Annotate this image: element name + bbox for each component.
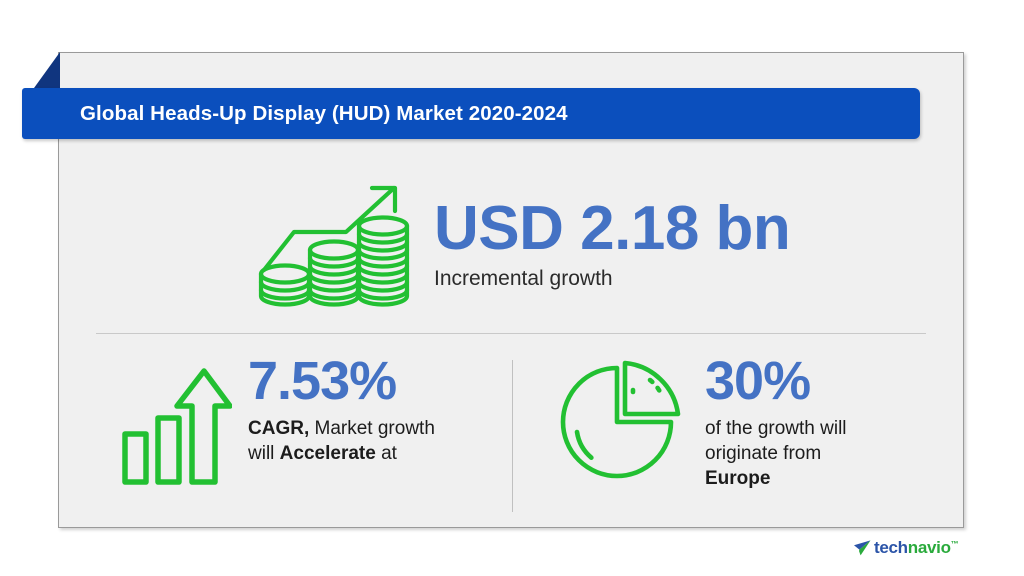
- pie-chart-icon: [560, 360, 681, 479]
- technavio-arrow-icon: [854, 540, 871, 556]
- banner-corner-fold: [34, 52, 60, 88]
- title-banner: Global Heads-Up Display (HUD) Market 202…: [22, 88, 920, 139]
- region-name: Europe: [705, 468, 771, 490]
- horizontal-divider: [96, 333, 926, 334]
- page-title: Global Heads-Up Display (HUD) Market 202…: [80, 101, 568, 125]
- region-desc-line-1: of the growth will: [705, 418, 847, 439]
- logo-trademark: ™: [950, 539, 959, 549]
- cagr-desc-plain-1: Market growth: [309, 418, 435, 439]
- incremental-growth-value: USD 2.18 bn: [434, 194, 791, 264]
- cagr-desc-bold-2: Accelerate: [279, 443, 376, 465]
- technavio-wordmark: technavio™: [874, 538, 959, 558]
- cagr-desc-bold-1: CAGR,: [248, 418, 310, 439]
- cagr-value: 7.53%: [248, 351, 397, 411]
- logo-text-navio: navio: [907, 538, 951, 557]
- cagr-desc-plain-3: at: [375, 443, 397, 465]
- region-share-value: 30%: [705, 351, 811, 411]
- incremental-growth-label: Incremental growth: [434, 266, 613, 290]
- technavio-logo: technavio™: [854, 538, 959, 558]
- cagr-desc-plain-2: will: [248, 443, 280, 465]
- coin-stacks-growth-icon: [258, 185, 410, 307]
- region-desc-line-2: originate from: [705, 443, 822, 465]
- region-share-text: 30% of the growth will originate from Eu…: [705, 354, 847, 491]
- cagr-text: 7.53% CAGR, Market growth will Accelerat…: [248, 354, 435, 466]
- incremental-growth-section: USD 2.18 bn Incremental growth: [58, 160, 964, 328]
- vertical-divider: [512, 360, 513, 512]
- region-share-section: 30% of the growth will originate from Eu…: [513, 352, 964, 528]
- cagr-section: 7.53% CAGR, Market growth will Accelerat…: [58, 352, 512, 528]
- region-share-description: of the growth will originate from Europe: [705, 416, 847, 491]
- bar-chart-up-arrow-icon: [122, 368, 232, 485]
- cagr-description: CAGR, Market growth will Accelerate at: [248, 416, 435, 466]
- incremental-growth-text: USD 2.18 bn Incremental growth: [434, 194, 791, 290]
- logo-text-tech: tech: [874, 538, 908, 557]
